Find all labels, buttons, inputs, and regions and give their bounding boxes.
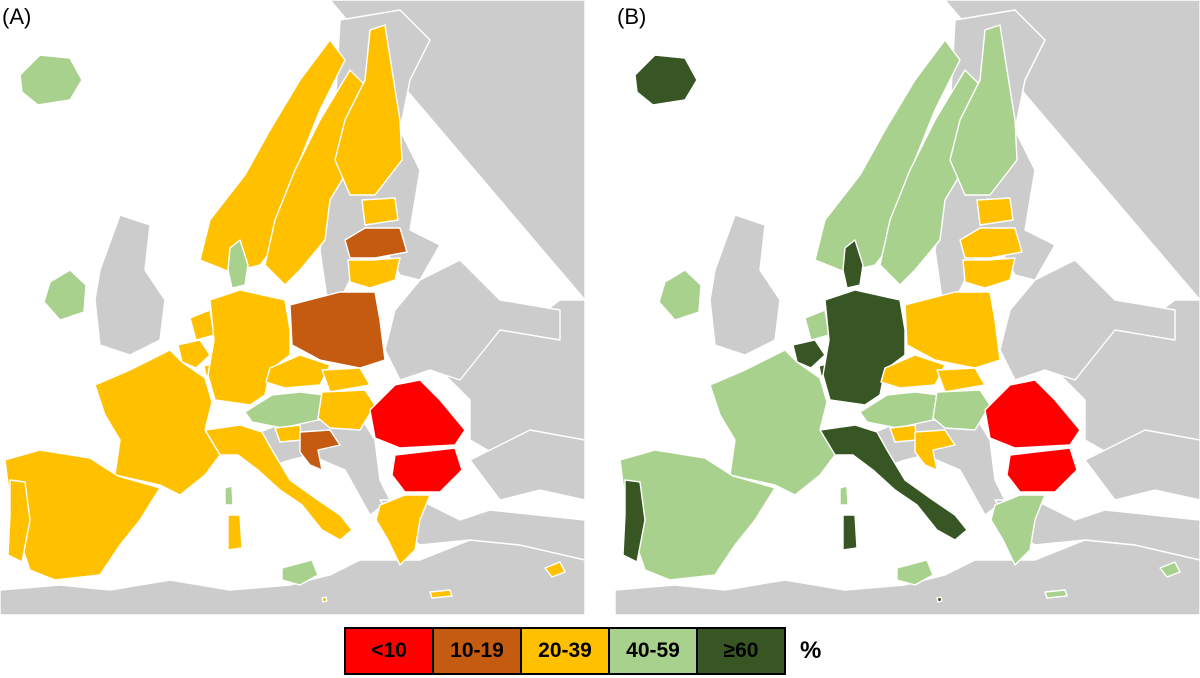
region-poland (289, 291, 386, 369)
region-ireland (658, 269, 702, 321)
legend-swatch-20-39: 20-39 (520, 627, 610, 675)
region-lithuania (347, 257, 401, 289)
non-eu-land-6 (469, 429, 585, 501)
region-bulgaria (1006, 447, 1078, 493)
map-panel-b: (B) (615, 0, 1200, 615)
region-poland (904, 291, 1001, 369)
region-corsica (224, 485, 234, 506)
legend-swatch-ge60: ≥60 (696, 627, 786, 675)
region-denmark (227, 239, 249, 289)
region-estonia (361, 197, 399, 226)
region-iceland (19, 54, 83, 106)
region-corsica (839, 485, 849, 506)
region-malta (936, 596, 943, 603)
region-france (94, 349, 221, 496)
region-slovenia (274, 424, 303, 443)
map-panel-a: (A) (0, 0, 585, 615)
region-cyprus (544, 561, 566, 578)
region-italy (819, 424, 968, 541)
region-cyprus (1159, 561, 1181, 578)
region-belgium (177, 339, 211, 369)
region-bulgaria (391, 447, 463, 493)
choropleth-map (0, 0, 585, 615)
region-croatia (299, 429, 341, 471)
region-greece (375, 494, 431, 566)
region-slovakia (936, 367, 986, 393)
non-eu-land-6 (1084, 429, 1200, 501)
choropleth-map (615, 0, 1200, 615)
region-iceland (634, 54, 698, 106)
region-sicily (281, 559, 319, 586)
panel-label-a: (A) (2, 4, 32, 29)
region-lithuania (962, 257, 1016, 289)
legend-swatch-lt10: <10 (344, 627, 434, 675)
region-latvia (344, 227, 408, 259)
region-latvia (959, 227, 1023, 259)
legend: <10 10-19 20-39 40-59 ≥60 % (344, 627, 822, 675)
region-netherlands (804, 309, 830, 341)
region-netherlands (189, 309, 215, 341)
region-norway (199, 39, 346, 273)
region-sardinia (842, 514, 858, 551)
region-sardinia (227, 514, 243, 551)
legend-swatch-40-59: 40-59 (608, 627, 698, 675)
region-denmark (842, 239, 864, 289)
region-crete (1044, 589, 1068, 599)
legend-unit: % (800, 637, 822, 664)
region-slovenia (889, 424, 918, 443)
panel-label-b: (B) (617, 4, 647, 29)
region-hungary (317, 389, 376, 431)
region-italy (204, 424, 353, 541)
non-eu-land-4 (94, 214, 166, 356)
non-eu-land-3 (384, 259, 561, 381)
region-portugal (7, 479, 31, 563)
region-germany (822, 289, 906, 406)
region-ireland (43, 269, 87, 321)
region-czechia (265, 354, 331, 389)
region-sicily (896, 559, 934, 586)
non-eu-land-3 (999, 259, 1176, 381)
region-finland (334, 24, 403, 196)
region-estonia (976, 197, 1014, 226)
region-crete (429, 589, 453, 599)
legend-swatch-10-19: 10-19 (432, 627, 522, 675)
region-belgium (792, 339, 826, 369)
region-norway (814, 39, 961, 273)
region-portugal (622, 479, 646, 563)
region-france (709, 349, 836, 496)
region-romania (984, 379, 1081, 449)
region-romania (369, 379, 466, 449)
non-eu-land-4 (709, 214, 781, 356)
region-czechia (880, 354, 946, 389)
region-greece (990, 494, 1046, 566)
region-slovakia (321, 367, 371, 393)
region-germany (207, 289, 291, 406)
region-finland (949, 24, 1018, 196)
region-croatia (914, 429, 956, 471)
region-hungary (932, 389, 991, 431)
region-malta (321, 596, 328, 603)
